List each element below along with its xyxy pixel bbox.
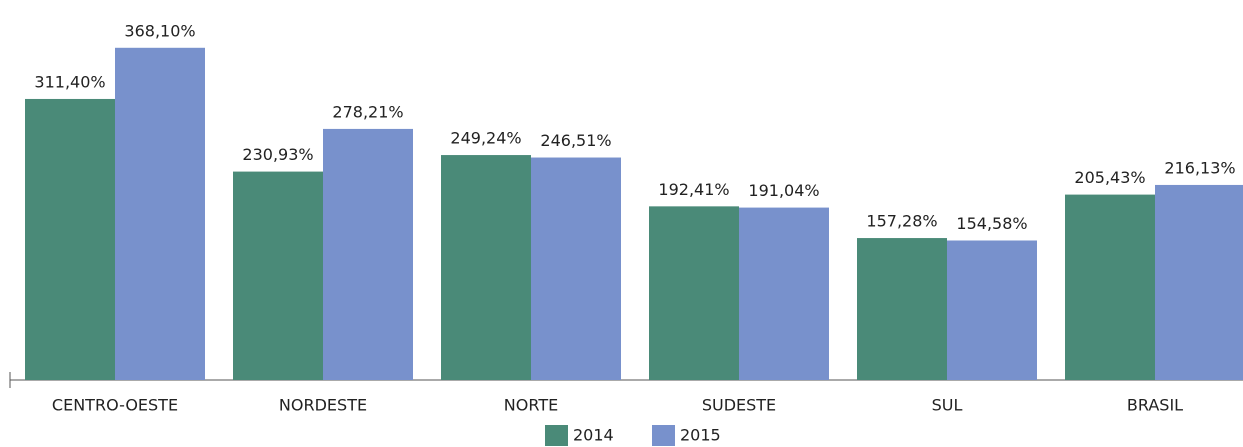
data-label: 157,28% (866, 212, 937, 231)
legend-label: 2014 (573, 426, 614, 445)
bar (739, 207, 829, 380)
data-label: 246,51% (540, 131, 611, 150)
legend-swatch (545, 425, 568, 446)
legend-label: 2015 (680, 426, 721, 445)
data-label: 311,40% (34, 72, 105, 91)
bar (323, 128, 413, 380)
data-label: 216,13% (1164, 158, 1235, 177)
bar (947, 240, 1037, 380)
bar (25, 98, 115, 381)
data-label: 249,24% (450, 129, 521, 148)
data-label: 192,41% (658, 180, 729, 199)
data-label: 368,10% (124, 21, 195, 40)
bar (233, 171, 323, 380)
bar (1155, 184, 1243, 380)
bar (857, 238, 947, 380)
data-label: 278,21% (332, 102, 403, 121)
bar (441, 155, 531, 380)
x-tick-label: SUDESTE (702, 396, 776, 415)
data-label: 191,04% (748, 181, 819, 200)
x-tick-label: NORDESTE (279, 396, 367, 415)
data-label: 154,58% (956, 214, 1027, 233)
data-label: 205,43% (1074, 168, 1145, 187)
bar (1065, 194, 1155, 380)
bar (115, 47, 205, 381)
bar (531, 157, 621, 380)
bar (649, 206, 739, 380)
legend-swatch (652, 425, 675, 446)
x-tick-label: NORTE (504, 396, 558, 415)
x-tick-label: BRASIL (1127, 396, 1183, 415)
data-label: 230,93% (242, 145, 313, 164)
x-tick-label: CENTRO-OESTE (52, 396, 178, 415)
x-tick-label: SUL (932, 396, 963, 415)
